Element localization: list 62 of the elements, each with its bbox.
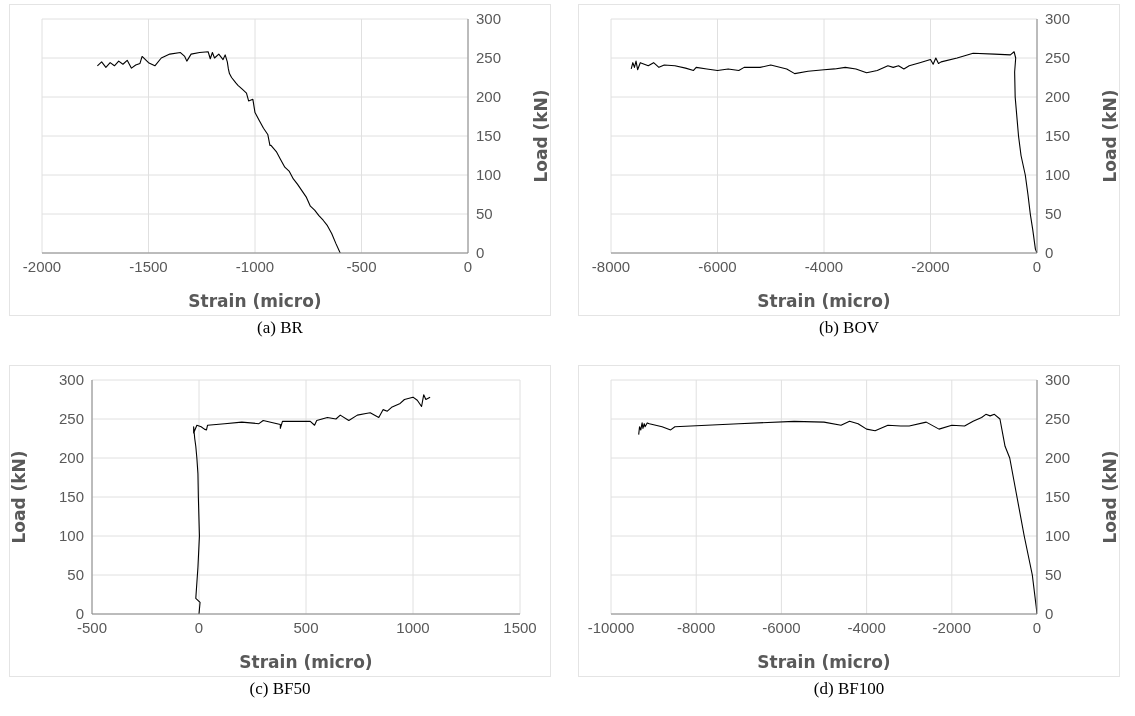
y-tick-label: 200 [1045, 88, 1071, 106]
y-axis-title: Load (kN) [9, 450, 30, 544]
x-tick-label: -8000 [677, 618, 716, 636]
x-tick-label: -2000 [932, 618, 971, 636]
y-tick-label: 100 [58, 527, 84, 545]
y-tick-label: 200 [476, 88, 502, 106]
y-tick-label: 300 [1045, 10, 1071, 28]
x-tick-label: -1500 [129, 257, 168, 275]
y-tick-label: 100 [1045, 166, 1071, 184]
y-axis-title: Load (kN) [1100, 450, 1121, 544]
x-axis-title: Strain (micro) [757, 291, 891, 311]
y-axis-title: Load (kN) [531, 89, 552, 183]
x-tick-label: 0 [463, 257, 473, 275]
x-tick-label: -500 [346, 257, 377, 275]
y-axis-title: Load (kN) [1100, 89, 1121, 183]
x-tick-label: -1000 [235, 257, 275, 275]
y-tick-label: 0 [476, 244, 485, 262]
y-tick-label: 0 [1045, 244, 1054, 262]
x-tick-label: 500 [293, 618, 319, 636]
text: (b) BOV [819, 318, 879, 338]
y-tick-label: 0 [1045, 605, 1054, 623]
x-tick-label: 1000 [396, 618, 430, 636]
x-tick-label: -6000 [698, 257, 737, 275]
x-tick-label: -6000 [762, 618, 801, 636]
x-tick-label: -2000 [22, 257, 62, 275]
text: (a) BR [257, 318, 303, 338]
y-tick-label: 250 [476, 49, 502, 67]
x-tick-label: -8000 [591, 257, 631, 275]
y-tick-label: 250 [1045, 410, 1071, 428]
x-tick-label: 0 [1032, 257, 1042, 275]
y-tick-label: 50 [67, 566, 84, 584]
text: (c) BF50 [249, 679, 311, 699]
y-tick-label: 100 [1045, 527, 1071, 545]
x-axis-title: Strain (micro) [188, 291, 322, 311]
x-axis-title: Strain (micro) [239, 652, 373, 672]
text: (d) BF100 [813, 679, 885, 699]
x-tick-label: -4000 [847, 618, 886, 636]
x-tick-label: 1500 [503, 618, 537, 636]
y-tick-label: 200 [1045, 449, 1071, 467]
y-tick-label: 250 [1045, 49, 1071, 67]
line-series [96, 51, 341, 253]
x-axis-title: Strain (micro) [757, 652, 891, 672]
y-tick-label: 150 [1045, 127, 1071, 145]
x-tick-label: -10000 [587, 618, 635, 636]
x-tick-label: -2000 [911, 257, 950, 275]
y-tick-label: 300 [58, 371, 84, 389]
x-tick-label: -4000 [804, 257, 844, 275]
y-tick-label: 50 [1045, 566, 1062, 584]
y-tick-label: 200 [58, 449, 84, 467]
y-tick-label: 100 [476, 166, 502, 184]
y-tick-label: 250 [58, 410, 84, 428]
y-tick-label: 300 [476, 10, 502, 28]
y-tick-label: 150 [58, 488, 84, 506]
y-tick-label: 150 [476, 127, 502, 145]
y-tick-label: 50 [1045, 205, 1062, 223]
y-tick-label: 50 [476, 205, 493, 223]
x-tick-label: 0 [194, 618, 204, 636]
line-series [193, 394, 431, 614]
line-series [630, 51, 1037, 253]
y-tick-label: 300 [1045, 371, 1071, 389]
x-tick-label: 0 [1032, 618, 1042, 636]
y-tick-label: 150 [1045, 488, 1071, 506]
